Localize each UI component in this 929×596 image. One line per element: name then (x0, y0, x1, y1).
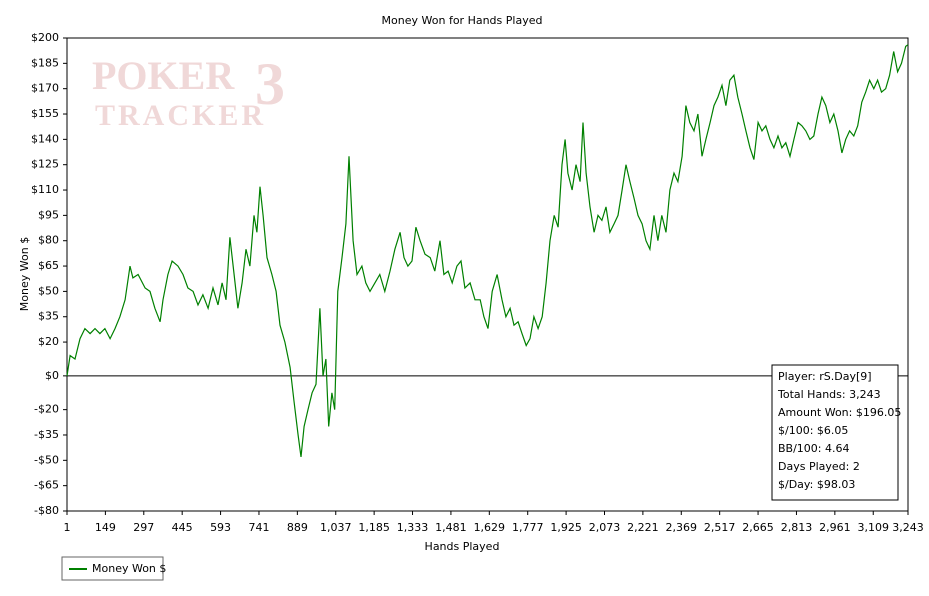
legend-label: Money Won $ (92, 562, 166, 575)
x-tick-label: 2,961 (819, 521, 851, 534)
info-line: Days Played: 2 (778, 460, 860, 473)
series-line (66, 44, 909, 457)
x-tick-label: 2,517 (704, 521, 736, 534)
y-tick-label: $50 (38, 284, 59, 297)
y-tick-label: $125 (31, 158, 59, 171)
watermark: POKER (92, 53, 235, 98)
info-line: Amount Won: $196.05 (778, 406, 901, 419)
y-tick-label: $0 (45, 369, 59, 382)
info-line: $/100: $6.05 (778, 424, 848, 437)
x-tick-label: 1,925 (550, 521, 582, 534)
info-line: BB/100: 4.64 (778, 442, 850, 455)
x-tick-label: 2,073 (589, 521, 621, 534)
y-tick-label: -$80 (34, 504, 59, 517)
x-tick-label: 297 (133, 521, 154, 534)
x-tick-label: 593 (210, 521, 231, 534)
x-tick-label: 1,777 (512, 521, 544, 534)
watermark: 3 (255, 51, 285, 117)
chart-title: Money Won for Hands Played (382, 14, 543, 27)
y-tick-label: -$65 (34, 479, 59, 492)
y-tick-label: $170 (31, 82, 59, 95)
y-tick-label: $140 (31, 132, 59, 145)
legend-box (61, 556, 164, 581)
x-tick-label: 2,369 (666, 521, 698, 534)
y-tick-label: -$20 (34, 403, 59, 416)
info-line: $/Day: $98.03 (778, 478, 855, 491)
x-tick-label: 741 (248, 521, 269, 534)
x-tick-label: 1,037 (320, 521, 352, 534)
y-tick-label: $20 (38, 335, 59, 348)
x-tick-label: 1,333 (397, 521, 429, 534)
x-tick-label: 149 (95, 521, 116, 534)
y-axis-label: Money Won $ (18, 237, 31, 311)
x-tick-label: 445 (172, 521, 193, 534)
x-tick-label: 1,185 (358, 521, 390, 534)
y-tick-label: -$50 (34, 453, 59, 466)
info-box (771, 364, 899, 501)
x-tick-label: 889 (287, 521, 308, 534)
y-tick-label: $185 (31, 56, 59, 69)
x-axis-label: Hands Played (425, 540, 500, 553)
x-tick-label: 3,109 (857, 521, 889, 534)
x-tick-label: 1,629 (474, 521, 506, 534)
y-tick-label: $65 (38, 259, 59, 272)
y-tick-label: $110 (31, 183, 59, 196)
x-tick-label: 1,481 (435, 521, 467, 534)
x-tick-label: 1 (64, 521, 71, 534)
info-line: Total Hands: 3,243 (777, 388, 881, 401)
x-tick-label: 2,813 (781, 521, 813, 534)
x-tick-label: 2,665 (742, 521, 774, 534)
y-tick-label: $155 (31, 107, 59, 120)
watermark: TRACKER (95, 99, 266, 132)
plot-frame (66, 37, 909, 512)
info-line: Player: rS.Day[9] (778, 370, 872, 383)
y-tick-label: $80 (38, 234, 59, 247)
x-tick-label: 3,243 (892, 521, 924, 534)
y-tick-label: -$35 (34, 428, 59, 441)
x-tick-label: 2,221 (627, 521, 659, 534)
y-tick-label: $200 (31, 31, 59, 44)
y-tick-label: $35 (38, 310, 59, 323)
y-tick-label: $95 (38, 208, 59, 221)
